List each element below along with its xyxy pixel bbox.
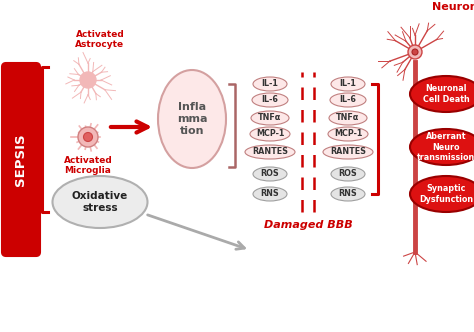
Text: MCP-1: MCP-1 (256, 129, 284, 138)
Text: RNS: RNS (261, 190, 279, 199)
Ellipse shape (408, 45, 422, 59)
Text: ROS: ROS (261, 170, 279, 179)
Ellipse shape (251, 111, 289, 125)
Ellipse shape (83, 132, 92, 141)
Ellipse shape (245, 145, 295, 159)
Text: Aberrant
Neuro
transmission: Aberrant Neuro transmission (417, 132, 474, 162)
Ellipse shape (323, 145, 373, 159)
Ellipse shape (252, 93, 288, 107)
Text: Synaptic
Dysfunction: Synaptic Dysfunction (419, 184, 473, 204)
Text: Infla
mma
tion: Infla mma tion (177, 102, 207, 135)
Text: TNFα: TNFα (258, 114, 282, 123)
Text: Neuronal
Cell Death: Neuronal Cell Death (423, 84, 469, 104)
Ellipse shape (253, 167, 287, 181)
Ellipse shape (253, 187, 287, 201)
Text: IL-1: IL-1 (262, 79, 278, 89)
Text: SEPSIS: SEPSIS (15, 134, 27, 186)
Ellipse shape (329, 111, 367, 125)
Ellipse shape (250, 127, 290, 141)
Ellipse shape (78, 127, 98, 147)
Ellipse shape (331, 167, 365, 181)
Text: IL-6: IL-6 (262, 96, 278, 105)
Text: RNS: RNS (338, 190, 357, 199)
Text: IL-6: IL-6 (339, 96, 356, 105)
Text: IL-1: IL-1 (339, 79, 356, 89)
Ellipse shape (410, 76, 474, 112)
Ellipse shape (158, 70, 226, 168)
Text: Activated
Microglia: Activated Microglia (64, 156, 112, 175)
Text: Neuron: Neuron (432, 2, 474, 12)
Ellipse shape (253, 77, 287, 91)
Text: RANTES: RANTES (330, 147, 366, 156)
Ellipse shape (80, 72, 96, 88)
Ellipse shape (412, 49, 418, 55)
Ellipse shape (410, 176, 474, 212)
Text: TNFα: TNFα (337, 114, 360, 123)
Text: Damaged BBB: Damaged BBB (264, 220, 352, 230)
Ellipse shape (331, 187, 365, 201)
Ellipse shape (53, 176, 147, 228)
Ellipse shape (328, 127, 368, 141)
Ellipse shape (330, 93, 366, 107)
Text: Activated
Astrocyte: Activated Astrocyte (75, 30, 125, 49)
Ellipse shape (331, 77, 365, 91)
Ellipse shape (410, 129, 474, 165)
Text: ROS: ROS (338, 170, 357, 179)
Text: RANTES: RANTES (252, 147, 288, 156)
Text: MCP-1: MCP-1 (334, 129, 362, 138)
Text: Oxidative
stress: Oxidative stress (72, 191, 128, 213)
FancyBboxPatch shape (2, 63, 40, 256)
